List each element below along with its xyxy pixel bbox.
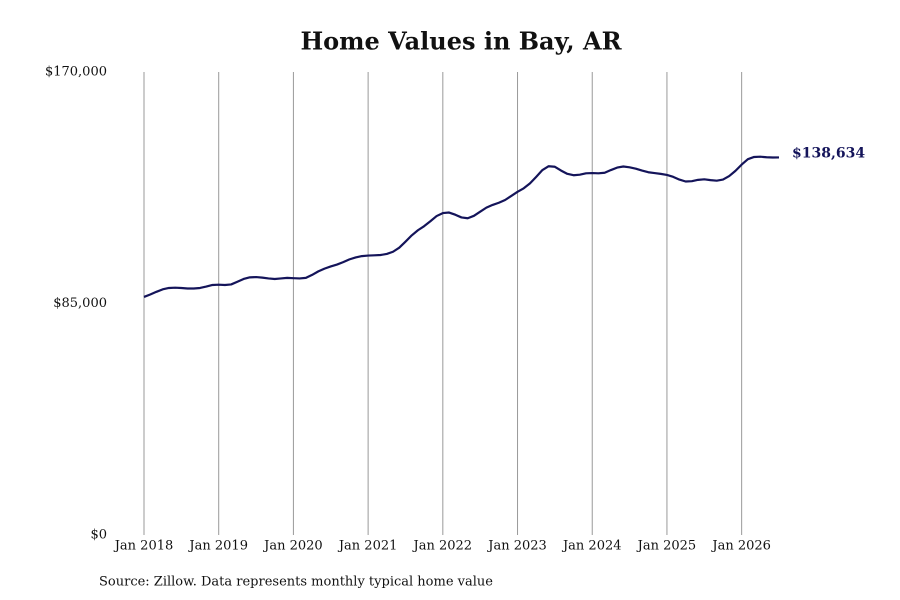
y-tick-label: $0 (90, 528, 107, 543)
x-tick-label: Jan 2025 (636, 539, 697, 554)
x-tick-label: Jan 2023 (486, 539, 547, 554)
x-tick-label: Jan 2026 (710, 539, 771, 554)
x-tick-label: Jan 2018 (113, 539, 174, 554)
line (143, 155, 780, 298)
end-value-label: $138,634 (792, 145, 865, 161)
x-tick-label: Jan 2021 (337, 539, 398, 554)
source-note: Source: Zillow. Data represents monthly … (99, 575, 493, 590)
chart-title: Home Values in Bay, AR (300, 27, 622, 56)
x-tick-label: Jan 2022 (412, 539, 473, 554)
x-tick-label: Jan 2019 (187, 539, 248, 554)
y-tick-label: $85,000 (53, 296, 107, 311)
y-tick-label: $170,000 (45, 65, 107, 80)
x-tick-label: Jan 2024 (561, 539, 622, 554)
x-tick-label: Jan 2020 (262, 539, 323, 554)
